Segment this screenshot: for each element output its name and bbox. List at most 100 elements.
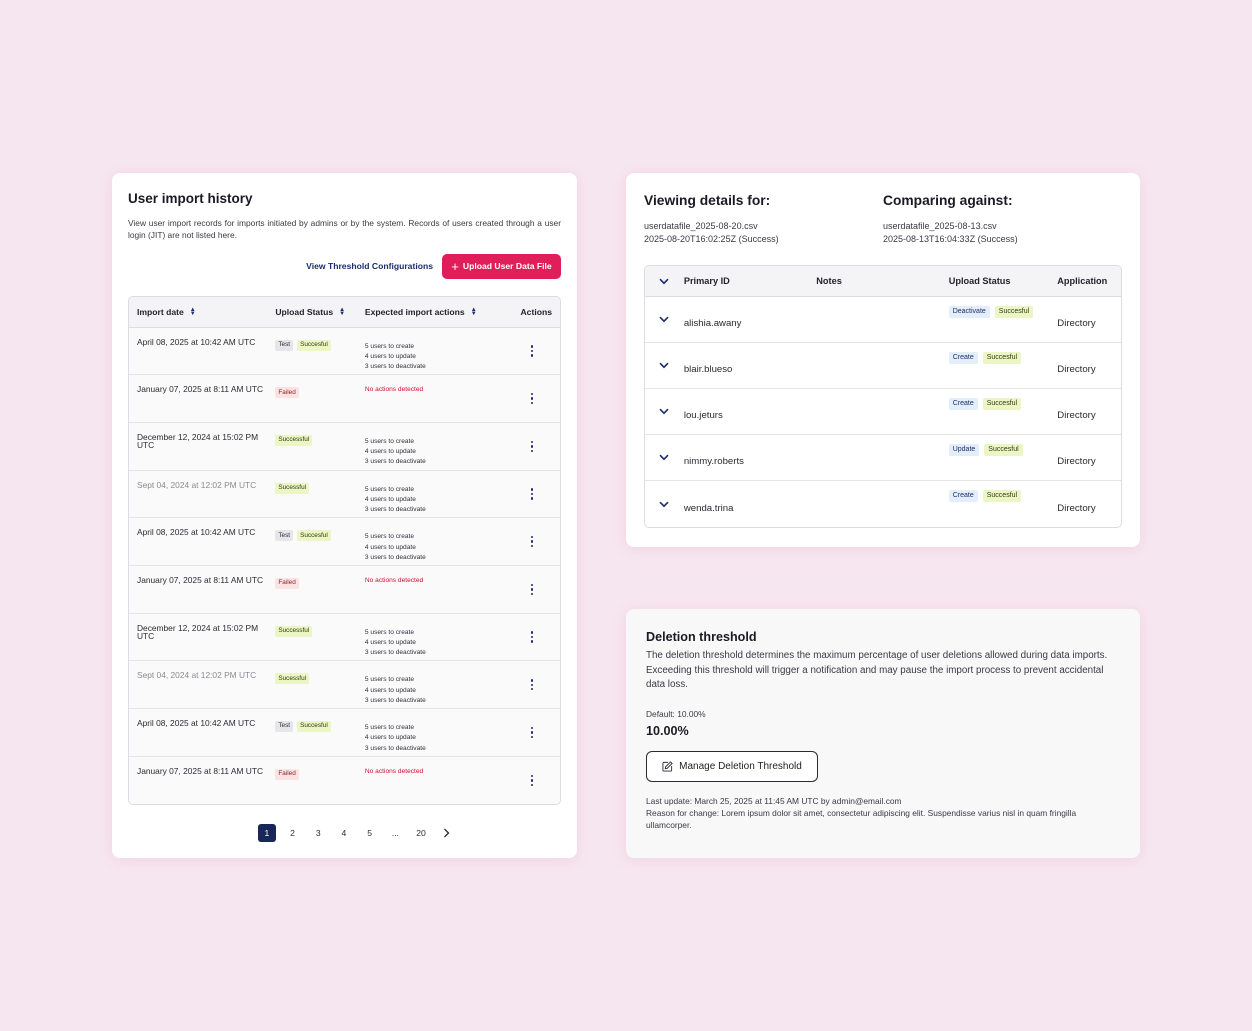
- kebab-menu-icon[interactable]: [530, 393, 534, 405]
- next-page-button[interactable]: [438, 824, 456, 842]
- kebab-menu-icon[interactable]: [530, 345, 534, 357]
- col-import-date[interactable]: Import date ▲ ▼: [129, 306, 275, 318]
- kebab-menu-icon[interactable]: [530, 775, 534, 787]
- expected-action-line: 5 users to create: [364, 485, 415, 493]
- user-import-history-card: User import history View user import rec…: [112, 173, 577, 858]
- history-title: User import history: [128, 191, 253, 206]
- expected-actions-cell: No actions detected: [365, 566, 504, 613]
- expand-row-toggle[interactable]: [645, 481, 684, 527]
- view-threshold-configurations-link[interactable]: View Threshold Configurations: [306, 261, 433, 272]
- col-import-date-label: Import date: [137, 306, 184, 317]
- page-button[interactable]: 3: [315, 827, 321, 838]
- viewing-file-name: userdatafile_2025-08-20.csv: [644, 221, 758, 231]
- table-row[interactable]: January 07, 2025 at 8:11 AM UTC Failed No …: [129, 375, 560, 423]
- last-update: Last update: March 25, 2025 at 11:45 AM …: [646, 795, 902, 806]
- upload-status-cell: Successful: [275, 423, 365, 470]
- import-date-cell: Sept 04, 2024 at 12:02 PM UTC: [137, 479, 257, 490]
- row-actions-cell: [504, 423, 560, 470]
- table-row[interactable]: December 12, 2024 at 15:02 PM UTC Success…: [129, 422, 560, 471]
- manage-deletion-threshold-button[interactable]: Manage Deletion Threshold: [646, 750, 818, 782]
- kebab-menu-icon[interactable]: [530, 488, 534, 500]
- change-reason: Reason for change: Lorem ipsum dolor sit…: [646, 807, 1077, 831]
- upload-user-data-file-button[interactable]: + Upload User Data File: [442, 253, 561, 279]
- compare-row[interactable]: blair.blueso Create Succesful Directory: [645, 343, 1121, 389]
- sort-icon[interactable]: ▲ ▼: [189, 307, 196, 318]
- table-row[interactable]: Sept 04, 2024 at 12:02 PM UTC Sucessful 5 …: [129, 661, 560, 710]
- status-badge: Test: [275, 721, 294, 733]
- expected-actions-cell: 5 users to create 4 users to update 3 user…: [365, 518, 504, 565]
- expand-all-toggle[interactable]: [645, 278, 684, 285]
- chevron-down-icon: [659, 362, 669, 369]
- table-row[interactable]: January 07, 2025 at 8:11 AM UTC Failed No …: [129, 756, 560, 805]
- primary-id-cell: lou.jeturs: [683, 410, 723, 421]
- kebab-menu-icon[interactable]: [530, 726, 534, 739]
- col-upload-status[interactable]: Upload Status ▲ ▼: [275, 307, 365, 318]
- table-row[interactable]: April 08, 2025 at 10:42 AM UTC Test Succes…: [129, 518, 560, 567]
- table-row[interactable]: April 08, 2025 at 10:42 AM UTC Test Succes…: [129, 327, 560, 376]
- col-expected-actions-label: Expected import actions: [364, 306, 465, 317]
- viewing-file-status: 2025-08-20T16:02:25Z (Success): [644, 234, 779, 244]
- compare-row[interactable]: lou.jeturs Create Succesful Directory: [645, 389, 1121, 435]
- pagination-ellipsis: ...: [391, 827, 399, 838]
- kebab-menu-icon[interactable]: [530, 583, 534, 595]
- threshold-description: The deletion threshold determines the ma…: [646, 650, 1108, 690]
- compare-row[interactable]: nimmy.roberts Update Succesful Directory: [645, 435, 1121, 481]
- history-description: View user import records for imports ini…: [128, 218, 561, 241]
- status-badge: Failed: [275, 768, 299, 780]
- sort-icon[interactable]: ▲ ▼: [470, 307, 477, 318]
- expand-row-toggle[interactable]: [645, 435, 684, 480]
- expected-action-line: 4 users to update: [364, 543, 416, 551]
- row-actions-cell: [504, 471, 560, 518]
- threshold-value: 10.00%: [646, 723, 689, 738]
- sort-icon[interactable]: ▲ ▼: [339, 307, 346, 318]
- page-button[interactable]: 20: [416, 827, 426, 838]
- expected-actions-cell: 5 users to create 4 users to update 3 user…: [365, 709, 504, 756]
- compare-details-card: Viewing details for: userdatafile_2025-0…: [626, 173, 1140, 547]
- expand-row-toggle[interactable]: [645, 389, 684, 434]
- expected-action-line: 3 users to deactivate: [364, 363, 426, 370]
- row-actions-cell: [504, 375, 560, 422]
- compare-row[interactable]: alishia.awany Deactivate Succesful Director…: [645, 297, 1121, 343]
- action-badge: Create: [948, 398, 978, 410]
- expected-action-line: 5 users to create: [364, 533, 415, 541]
- table-row[interactable]: January 07, 2025 at 8:11 AM UTC Failed No …: [129, 566, 560, 614]
- table-row[interactable]: Sept 04, 2024 at 12:02 PM UTC Sucessful 5 …: [129, 470, 560, 519]
- compare-row[interactable]: wenda.trina Create Succesful Directory: [645, 481, 1121, 527]
- comparing-file-name: userdatafile_2025-08-13.csv: [883, 221, 997, 231]
- expand-row-toggle[interactable]: [645, 297, 684, 342]
- page-button[interactable]: 1: [258, 824, 276, 842]
- import-date-cell: January 07, 2025 at 8:11 AM UTC: [137, 765, 264, 776]
- table-row[interactable]: April 08, 2025 at 10:42 AM UTC Test Succes…: [129, 709, 560, 757]
- upload-status-cell: Create Succesful: [948, 389, 1058, 434]
- table-row[interactable]: December 12, 2024 at 15:02 PM UTC Success…: [129, 613, 560, 662]
- compare-table-body: alishia.awany Deactivate Succesful Director…: [645, 297, 1121, 527]
- expected-action-line: 5 users to create: [364, 628, 415, 636]
- pagination: 1 2 3 4 5... 20: [258, 824, 456, 842]
- row-actions-cell: [504, 757, 560, 805]
- upload-status-cell: Failed: [275, 375, 365, 422]
- upload-status-cell: Create Succesful: [948, 481, 1058, 527]
- threshold-title: Deletion threshold: [646, 630, 757, 644]
- page-button[interactable]: 4: [341, 827, 347, 838]
- page-button[interactable]: 5: [367, 827, 372, 838]
- compare-headers: Viewing details for: userdatafile_2025-0…: [644, 193, 1122, 246]
- status-badge: Test: [275, 530, 294, 542]
- status-badge: Succesful: [982, 398, 1022, 410]
- status-badge: Successful: [275, 625, 313, 637]
- history-toolbar: View Threshold Configurations + Upload U…: [128, 253, 561, 279]
- kebab-menu-icon[interactable]: [530, 440, 534, 452]
- chevron-down-icon: [659, 278, 669, 284]
- col-notes: Notes: [816, 276, 842, 286]
- chevron-down-icon: [659, 454, 669, 461]
- page-button[interactable]: 2: [290, 827, 295, 838]
- expected-action-line: 4 users to update: [364, 352, 416, 360]
- expand-row-toggle[interactable]: [645, 343, 684, 388]
- kebab-menu-icon[interactable]: [530, 679, 534, 691]
- col-expected-actions[interactable]: Expected import actions ▲ ▼: [364, 306, 504, 318]
- comparing-file-status: 2025-08-13T16:04:33Z (Success): [883, 234, 1018, 244]
- status-badge: Test: [275, 339, 294, 351]
- kebab-menu-icon[interactable]: [530, 631, 534, 643]
- primary-id-cell: blair.blueso: [683, 364, 733, 375]
- primary-id-cell: alishia.awany: [683, 318, 742, 329]
- kebab-menu-icon[interactable]: [530, 536, 534, 548]
